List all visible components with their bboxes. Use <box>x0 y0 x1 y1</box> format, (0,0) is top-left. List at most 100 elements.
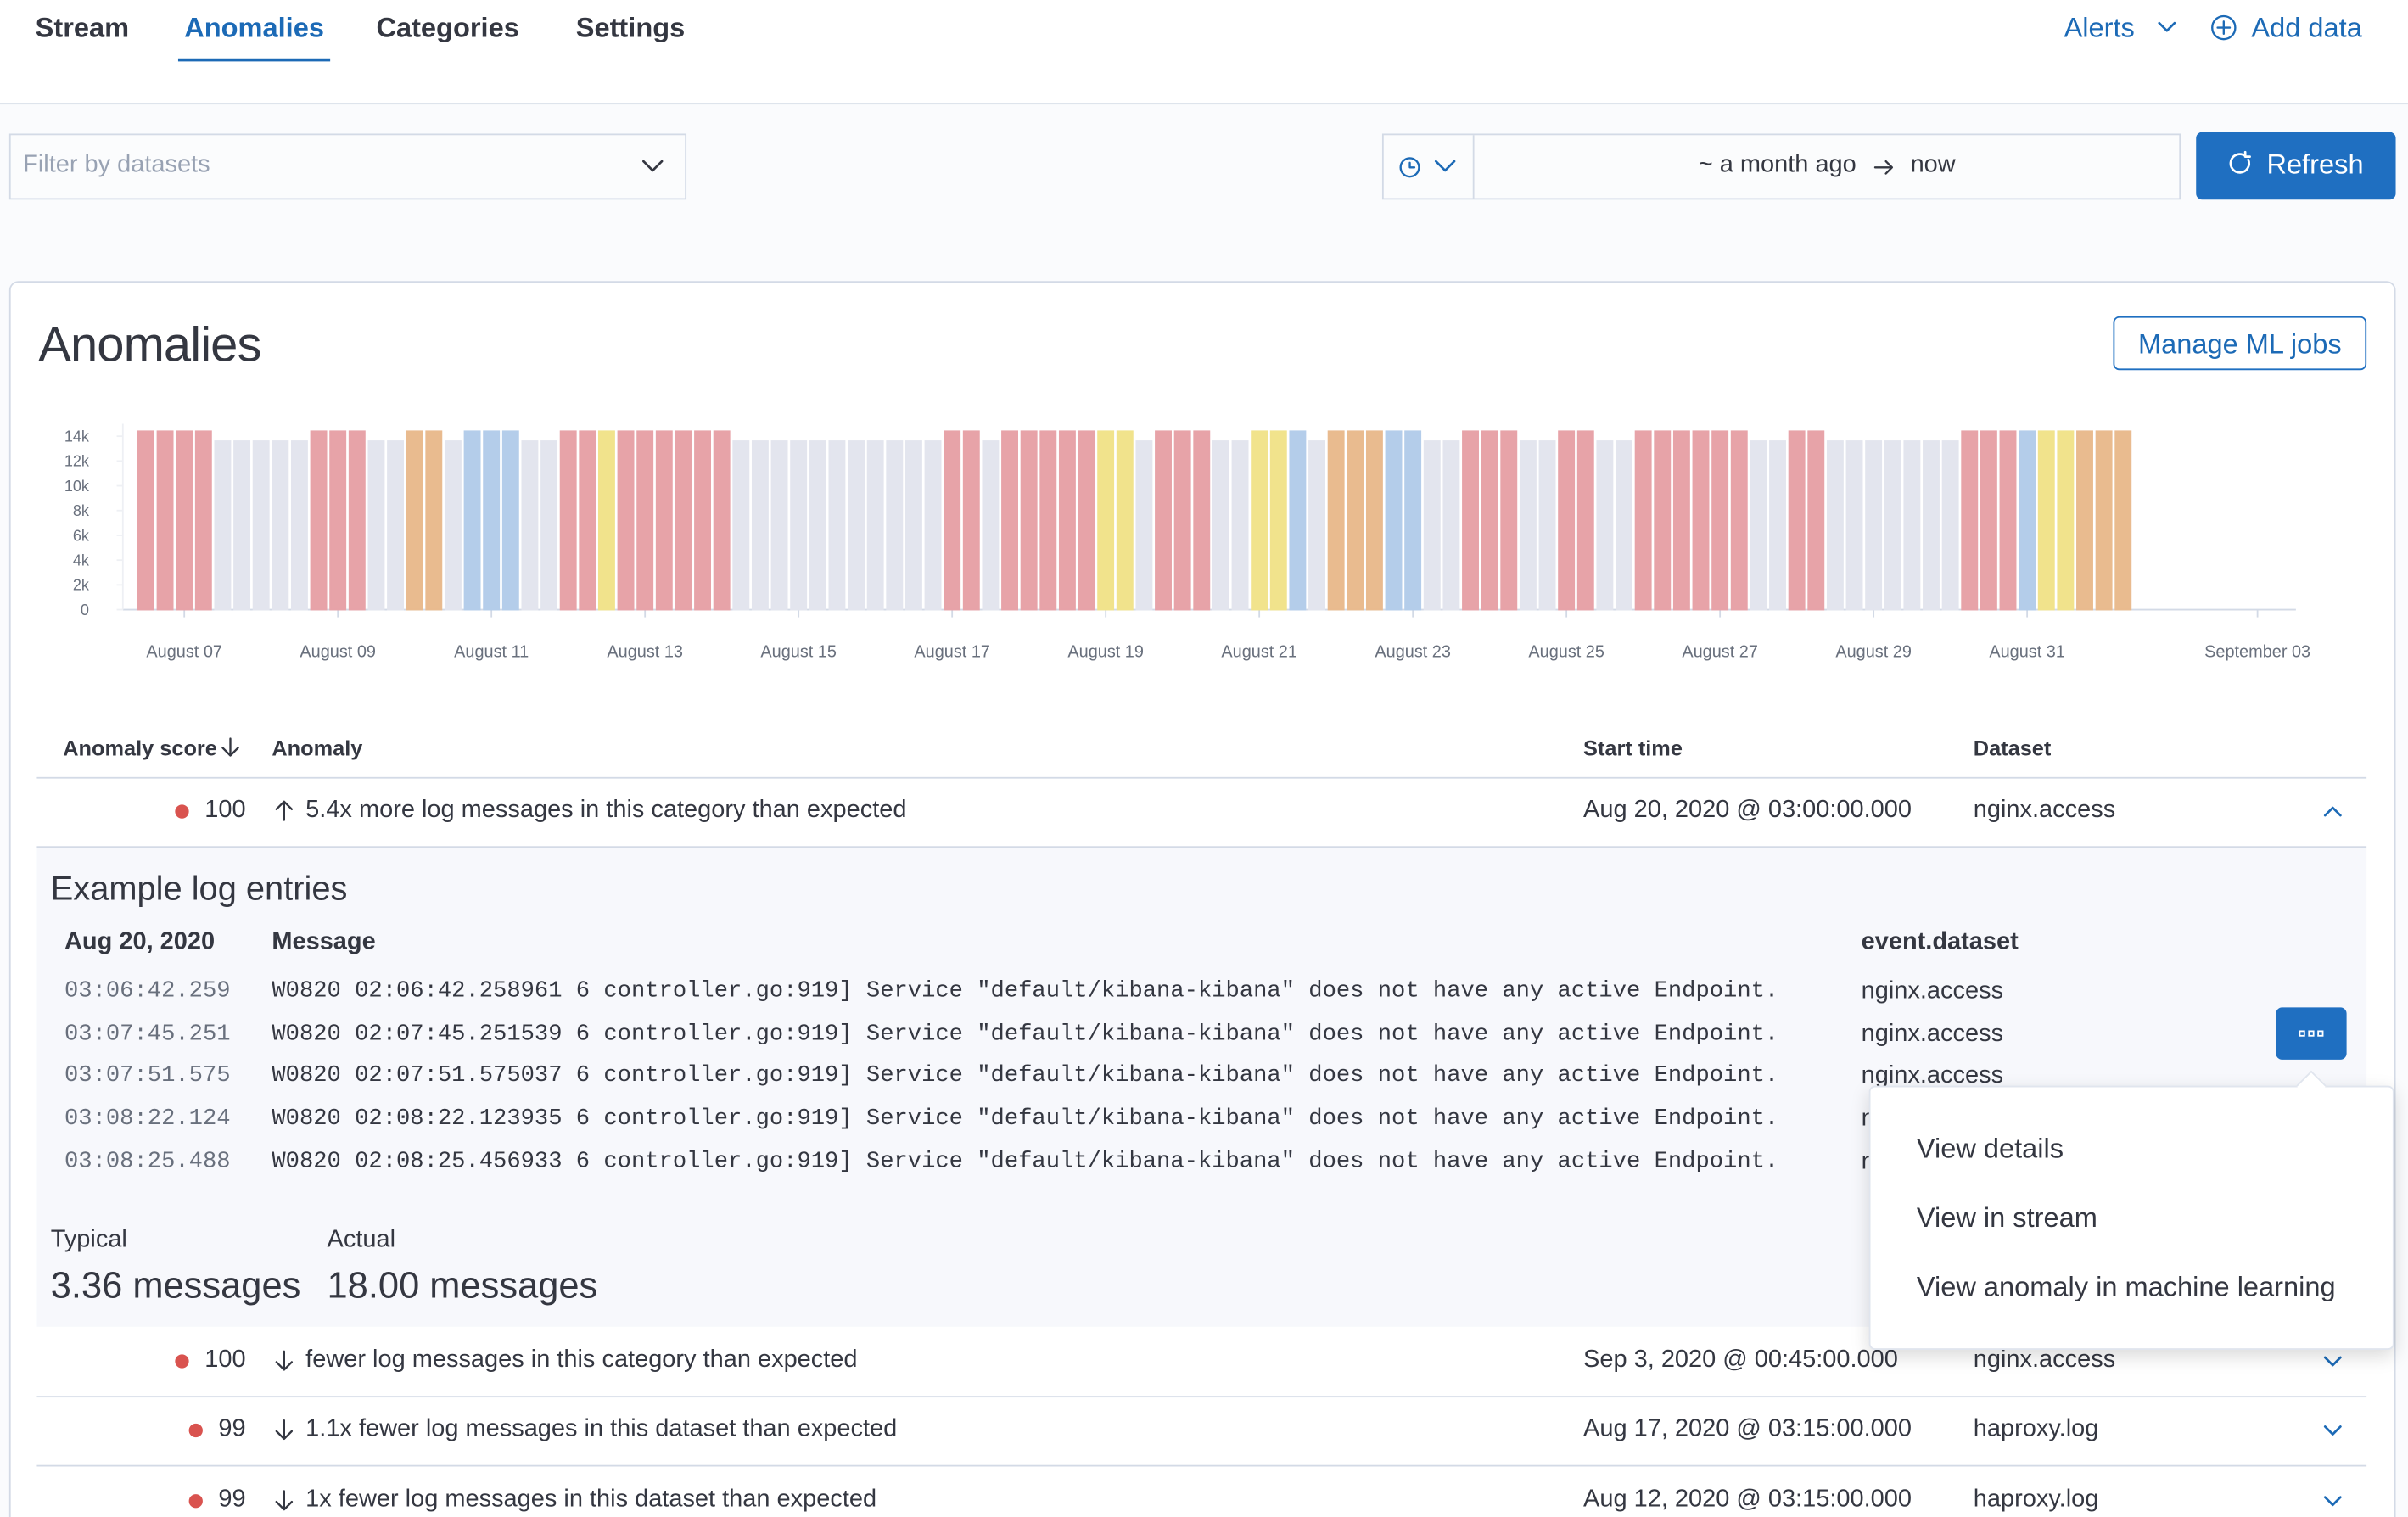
bar <box>1386 431 1401 609</box>
manage-label[interactable]: Manage ML jobs <box>2113 321 2366 367</box>
expand-toggle[interactable] <box>2322 1350 2344 1371</box>
log-message-header: Message <box>272 920 375 966</box>
start-time: Aug 20, 2020 @ 03:00:00.000 <box>1583 788 1912 834</box>
bar <box>1943 441 1958 610</box>
chevron <box>2325 1357 2340 1365</box>
bar <box>1732 431 1747 609</box>
y-tick-label: 8k <box>73 502 90 519</box>
nav-tab[interactable]: Anomalies <box>184 4 324 50</box>
severity-dot <box>189 1493 203 1507</box>
expand-toggle[interactable] <box>2322 1490 2344 1511</box>
bar <box>771 441 787 610</box>
column-header: Anomaly <box>272 725 362 770</box>
row-rule <box>36 846 2366 848</box>
bar <box>637 431 652 609</box>
bar <box>541 441 557 610</box>
bar <box>272 441 288 610</box>
anomaly-description: 5.4x more log messages in this category … <box>305 788 906 834</box>
bar <box>1866 441 1881 610</box>
score-cell: 99 <box>92 1477 246 1517</box>
nav-tab[interactable]: Settings <box>576 4 686 50</box>
time-end[interactable]: now <box>1911 143 1956 188</box>
bar <box>1271 431 1286 609</box>
bar <box>484 431 499 609</box>
bar <box>2000 431 2015 609</box>
column-header: Dataset <box>1974 725 2052 770</box>
bar <box>1194 431 1209 609</box>
log-message: W0820 02:07:45.251539 6 controller.go:91… <box>272 1011 1778 1057</box>
x-tick-label: August 21 <box>1221 643 1297 662</box>
bar <box>1597 441 1612 610</box>
start-time: Aug 12, 2020 @ 03:15:00.000 <box>1583 1477 1912 1517</box>
bar <box>1022 431 1037 609</box>
y-tick-label: 2k <box>73 577 90 594</box>
log-message: W0820 02:08:22.123935 6 controller.go:91… <box>272 1096 1778 1142</box>
bar <box>215 441 230 610</box>
arrow-path <box>277 1491 292 1509</box>
panel-title: Anomalies <box>38 321 260 382</box>
bar <box>944 431 960 609</box>
bar <box>1136 441 1151 610</box>
chart: 02k4k6k8k10k12k14kAugust 07August 09Augu… <box>0 400 2408 691</box>
nav-tab[interactable]: Categories <box>376 4 518 50</box>
expand-toggle[interactable] <box>2322 800 2344 821</box>
bar <box>1904 441 1919 610</box>
column-header: Start time <box>1583 725 1683 770</box>
bar <box>2039 431 2054 609</box>
bar <box>426 431 441 609</box>
log-dataset: nginx.access <box>1862 969 2003 1015</box>
time-chevron[interactable] <box>1436 161 1454 171</box>
arrow-path <box>277 802 292 820</box>
column-header[interactable]: Anomaly score <box>63 725 217 770</box>
menu-item[interactable]: View in stream <box>1917 1195 2097 1240</box>
actions-dot <box>2317 1030 2323 1036</box>
menu-item[interactable]: View anomaly in machine learning <box>1917 1264 2336 1310</box>
log-date-header: Aug 20, 2020 <box>64 920 215 966</box>
bar <box>1750 441 1766 610</box>
bar <box>292 441 307 610</box>
alerts-link[interactable]: Alerts <box>2064 4 2135 50</box>
start-time: Aug 17, 2020 @ 03:15:00.000 <box>1583 1407 1912 1453</box>
bar <box>1712 431 1728 609</box>
dataset: haproxy.log <box>1974 1407 2099 1453</box>
log-time: 03:07:51.575 <box>64 1054 231 1100</box>
bar <box>906 441 921 610</box>
y-tick-label: 0 <box>81 602 89 619</box>
bar <box>2077 431 2092 609</box>
bar <box>791 441 806 610</box>
x-tick-label: September 03 <box>2204 643 2310 662</box>
log-message: W0820 02:08:25.456933 6 controller.go:91… <box>272 1139 1778 1185</box>
bar <box>1175 431 1190 609</box>
log-message: W0820 02:06:42.258961 6 controller.go:91… <box>272 969 1778 1015</box>
nav-tab[interactable]: Stream <box>36 4 129 50</box>
anomaly-description: fewer log messages in this category than… <box>305 1337 857 1383</box>
time-start[interactable]: ~ a month ago <box>1699 143 1856 188</box>
bar <box>753 441 768 610</box>
direction-arrow <box>273 1416 294 1444</box>
direction-arrow <box>273 1486 294 1514</box>
dataset: haproxy.log <box>1974 1477 2099 1517</box>
bar <box>407 431 423 609</box>
add-data-link[interactable]: Add data <box>2251 4 2361 50</box>
icon-part <box>2322 1350 2344 1371</box>
chevron <box>2325 1426 2340 1434</box>
sort-arrow[interactable] <box>222 739 238 756</box>
actions-dot <box>2308 1030 2314 1036</box>
log-message: W0820 02:07:51.575037 6 controller.go:91… <box>272 1054 1778 1100</box>
icon-part <box>273 1416 294 1444</box>
refresh-label[interactable]: Refresh <box>2266 142 2363 188</box>
bar <box>1367 431 1382 609</box>
bar <box>1520 441 1536 610</box>
expand-toggle[interactable] <box>2322 1419 2344 1440</box>
log-time: 03:08:22.124 <box>64 1096 231 1142</box>
clock-hands <box>1410 163 1414 167</box>
y-tick-label: 10k <box>64 478 90 495</box>
arrow-path <box>277 1352 292 1370</box>
bar <box>388 441 403 610</box>
bar <box>1636 431 1651 609</box>
x-tick-label: August 07 <box>146 643 222 662</box>
menu-item[interactable]: View details <box>1917 1126 2064 1172</box>
alerts-chevron[interactable] <box>2159 23 2175 31</box>
bar <box>1808 431 1823 609</box>
filter-chevron[interactable] <box>643 161 662 171</box>
